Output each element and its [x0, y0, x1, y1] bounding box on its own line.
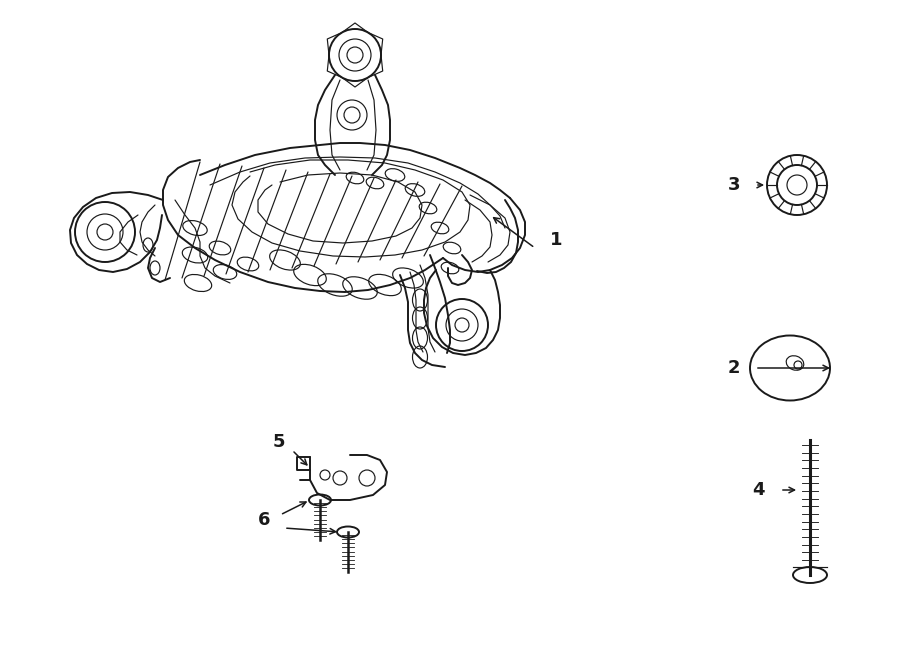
Text: 5: 5	[273, 433, 285, 451]
Text: 3: 3	[727, 176, 740, 194]
Text: 6: 6	[257, 511, 270, 529]
Text: 1: 1	[550, 231, 562, 249]
Text: 2: 2	[727, 359, 740, 377]
Text: 4: 4	[752, 481, 765, 499]
